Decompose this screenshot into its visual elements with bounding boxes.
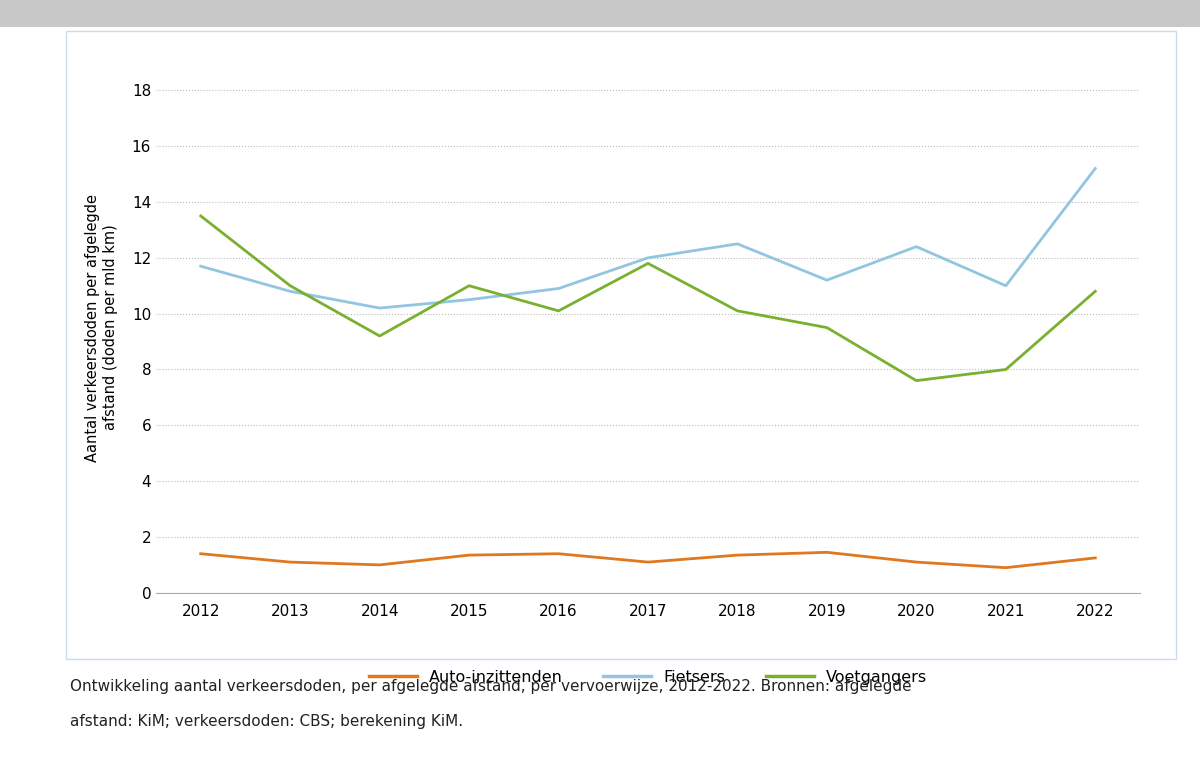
Text: afstand: KiM; verkeersdoden: CBS; berekening KiM.: afstand: KiM; verkeersdoden: CBS; bereke…	[70, 714, 463, 729]
Y-axis label: Aantal verkeersdoden per afgelegde
afstand (doden per mld km): Aantal verkeersdoden per afgelegde afsta…	[85, 193, 118, 462]
Text: Ontwikkeling aantal verkeersdoden, per afgelegde afstand, per vervoerwijze, 2012: Ontwikkeling aantal verkeersdoden, per a…	[70, 679, 911, 693]
Legend: Auto-inzittenden, Fietsers, Voetgangers: Auto-inzittenden, Fietsers, Voetgangers	[362, 663, 934, 691]
